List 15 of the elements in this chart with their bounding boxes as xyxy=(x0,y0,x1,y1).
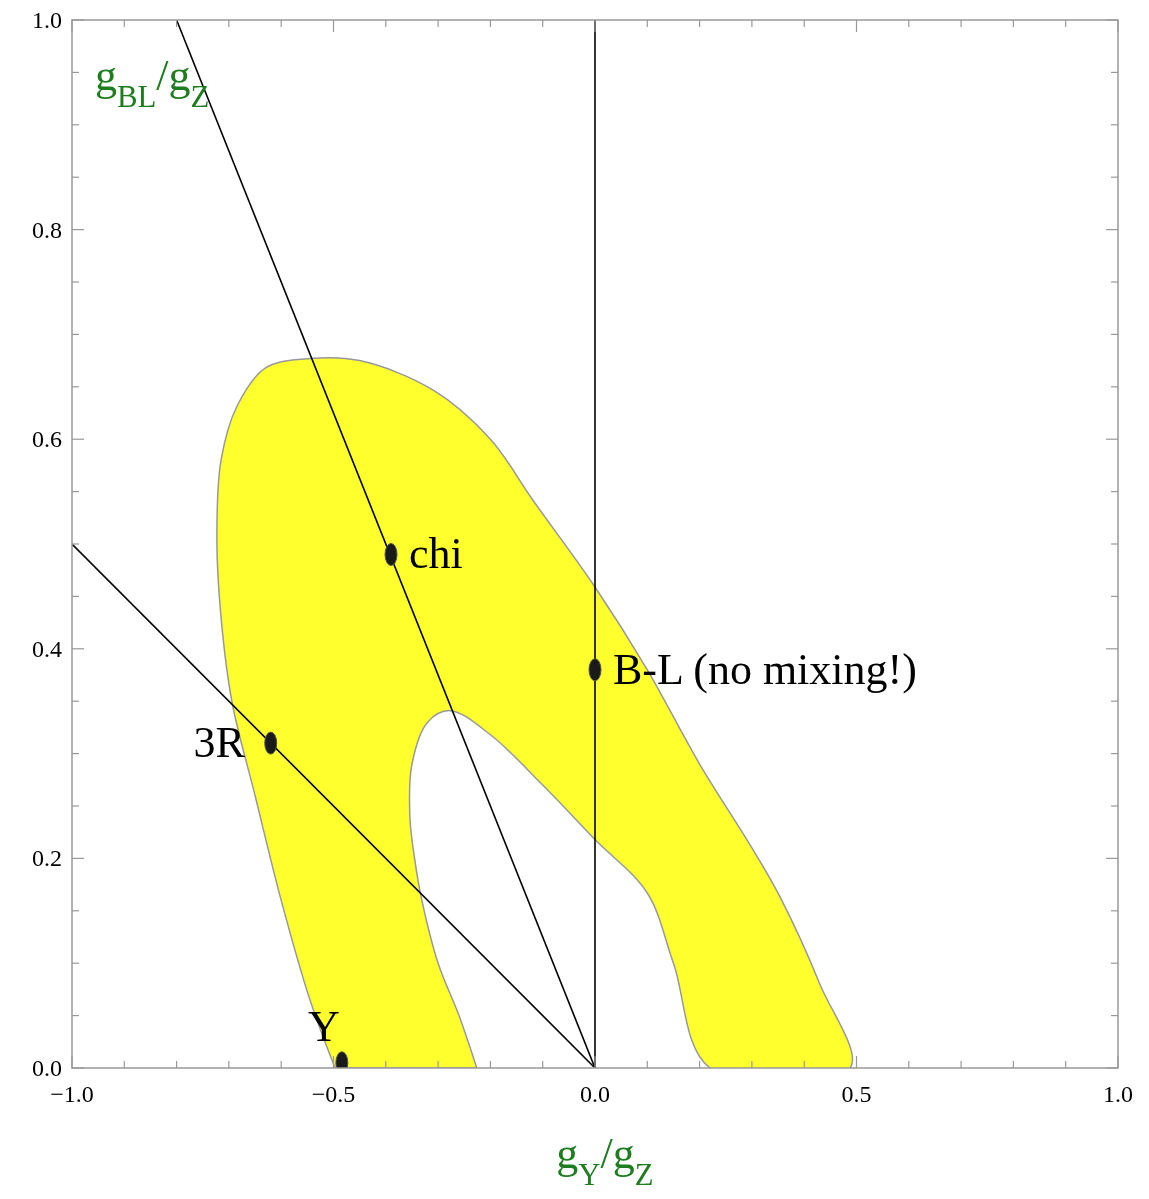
x-tick-label: 1.0 xyxy=(1103,1081,1133,1107)
annotation: B-L (no mixing!) xyxy=(613,644,917,694)
annotation: chi xyxy=(409,529,463,579)
x-tick-label: 0.0 xyxy=(580,1081,610,1107)
x-tick-label: −0.5 xyxy=(311,1081,356,1107)
y-tick-label: 0.4 xyxy=(32,635,62,662)
y-tick-label: 0.6 xyxy=(32,426,62,453)
x-axis-title: g$_{Y}$/g$_{Z}$ xyxy=(556,1129,654,1192)
y-tick-label: 0.8 xyxy=(32,216,62,243)
y-axis-title: g$_{BL}$/g$_{Z}$ xyxy=(95,51,210,114)
x-tick-label: −1.0 xyxy=(50,1081,94,1107)
y-tick-label: 1.0 xyxy=(32,7,62,33)
y-tick-label: 0.0 xyxy=(32,1055,62,1081)
x-tick-label: 0.5 xyxy=(841,1081,872,1107)
y-tick-label: 0.2 xyxy=(32,845,62,872)
